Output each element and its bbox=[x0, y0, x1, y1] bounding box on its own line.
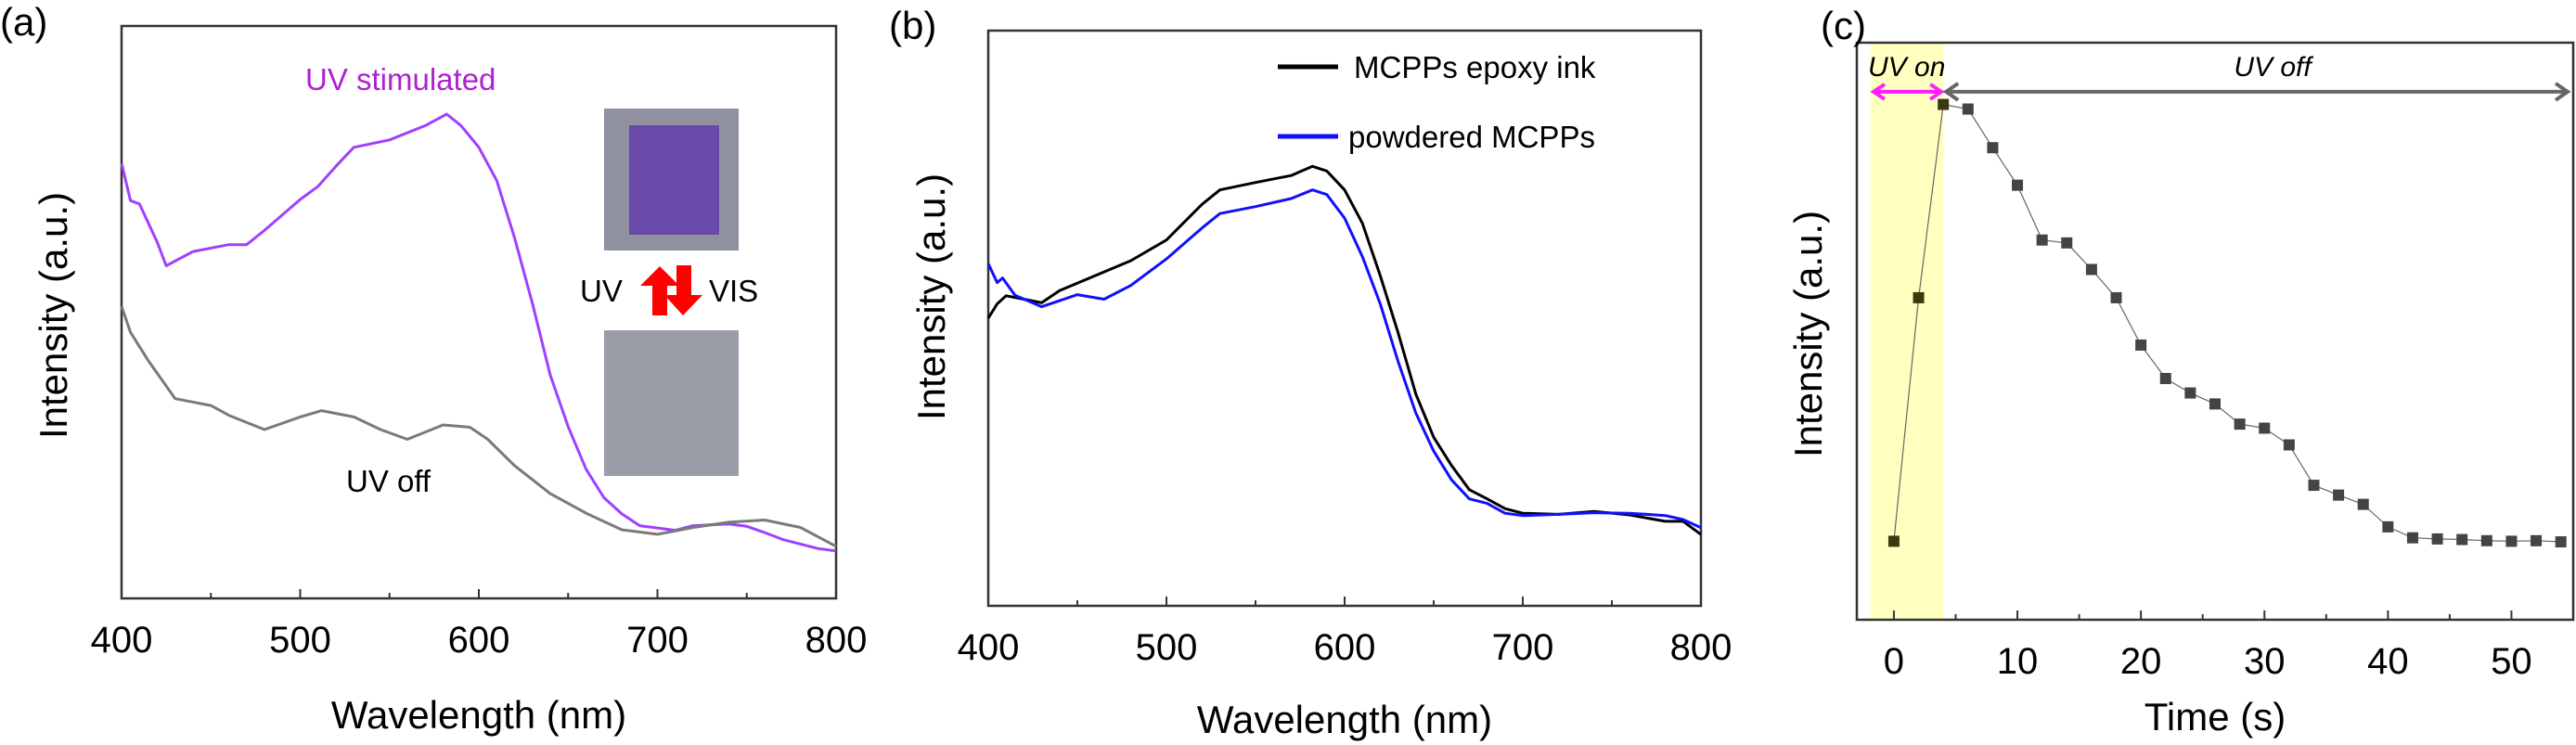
x-tick-label: 0 bbox=[1884, 641, 1904, 682]
uv-on-band bbox=[1870, 43, 1944, 620]
inset-photo-uv bbox=[604, 109, 739, 250]
plot-frame-c bbox=[1855, 41, 2575, 622]
data-point bbox=[2085, 263, 2097, 276]
data-point bbox=[2333, 489, 2345, 501]
data-point bbox=[2456, 533, 2468, 546]
b-ylabel: Intensity (a.u.) bbox=[909, 173, 953, 420]
inset-label-vis: VIS bbox=[709, 274, 758, 308]
data-point bbox=[2357, 498, 2369, 510]
uv-on-arrowhead-left-icon bbox=[1870, 83, 1887, 101]
data-point bbox=[2159, 373, 2171, 385]
x-tick-label: 20 bbox=[2120, 641, 2162, 682]
data-point bbox=[2036, 234, 2048, 246]
panel-label-b: (b) bbox=[889, 4, 936, 47]
x-tick-label: 30 bbox=[2244, 641, 2286, 682]
x-tick-label: 600 bbox=[1314, 627, 1376, 668]
data-point bbox=[2555, 536, 2567, 548]
series-line-mcpps-epoxy-ink bbox=[986, 164, 1702, 536]
x-tick-label: 400 bbox=[958, 627, 1020, 668]
data-point bbox=[2259, 422, 2271, 434]
legend-label-epoxy: MCPPs epoxy ink bbox=[1354, 50, 1596, 84]
legend-label-powdered: powdered MCPPs bbox=[1348, 120, 1595, 154]
b-xlabel: Wavelength (nm) bbox=[1197, 698, 1492, 741]
a-xlabel: Wavelength (nm) bbox=[331, 693, 626, 737]
data-point bbox=[2209, 398, 2221, 410]
x-tick-label: 500 bbox=[1136, 627, 1198, 668]
uv-on-arrowhead-right-icon bbox=[1929, 83, 1945, 101]
data-point bbox=[1938, 98, 1950, 110]
x-tick-label: 400 bbox=[91, 620, 153, 661]
data-point bbox=[2480, 534, 2492, 546]
data-point bbox=[2234, 418, 2246, 430]
data-point bbox=[2184, 387, 2196, 399]
data-point bbox=[1887, 535, 1900, 547]
a-ylabel: Intensity (a.u.) bbox=[32, 192, 75, 439]
x-tick-label: 50 bbox=[2491, 641, 2532, 682]
a-label-uv-off: UV off bbox=[346, 464, 431, 498]
x-tick-label: 700 bbox=[626, 620, 689, 661]
data-point bbox=[1913, 291, 1925, 303]
inset-photo-vis bbox=[604, 330, 739, 476]
x-tick-label: 600 bbox=[448, 620, 510, 661]
data-point bbox=[2531, 534, 2543, 546]
series-line-powdered-mcpps bbox=[986, 188, 1702, 530]
data-point bbox=[2110, 291, 2122, 303]
x-tick-label: 800 bbox=[805, 620, 868, 661]
x-tick-label: 500 bbox=[269, 620, 331, 661]
data-point bbox=[2283, 439, 2295, 451]
series-line-uv-stimulated bbox=[120, 112, 837, 553]
data-point bbox=[1962, 103, 1974, 115]
data-point bbox=[2061, 237, 2073, 249]
panel-label-a: (a) bbox=[0, 0, 47, 44]
data-point bbox=[2135, 339, 2147, 351]
x-tick-label: 40 bbox=[2367, 641, 2409, 682]
data-point bbox=[2505, 535, 2518, 547]
series-line-uv-off bbox=[120, 305, 837, 548]
c-label-uv-on: UV on bbox=[1868, 52, 1945, 83]
x-tick-label: 10 bbox=[1997, 641, 2039, 682]
uv-off-arrowhead-left-icon bbox=[1942, 82, 1960, 102]
panel-label-c: (c) bbox=[1821, 4, 1866, 47]
data-point bbox=[2308, 480, 2320, 492]
a-label-uv-stimulated: UV stimulated bbox=[305, 62, 496, 96]
c-ylabel: Intensity (a.u.) bbox=[1786, 211, 1830, 457]
data-point bbox=[2406, 532, 2418, 544]
inset-label-uv: UV bbox=[580, 274, 623, 308]
c-label-uv-off: UV off bbox=[2234, 52, 2313, 83]
x-tick-label: 700 bbox=[1492, 627, 1554, 668]
data-point bbox=[1987, 142, 1999, 154]
plot-frame-b bbox=[986, 29, 1703, 608]
red-switch-arrows-icon bbox=[640, 265, 702, 315]
uv-off-arrowhead-right-icon bbox=[2554, 82, 2571, 102]
data-point bbox=[2012, 179, 2024, 191]
c-xlabel: Time (s) bbox=[2145, 695, 2286, 739]
series-line-intensity bbox=[1893, 103, 2561, 543]
data-point bbox=[2431, 533, 2443, 545]
x-tick-label: 800 bbox=[1670, 627, 1732, 668]
data-point bbox=[2382, 520, 2394, 533]
